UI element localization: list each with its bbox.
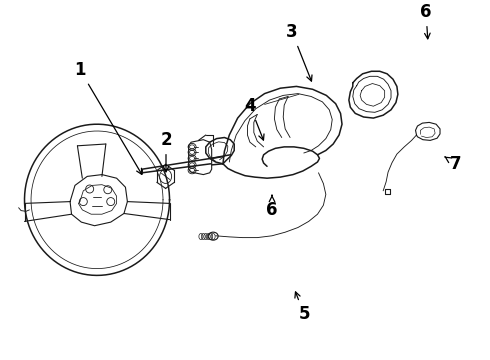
Text: 4: 4	[244, 97, 264, 140]
Text: 6: 6	[420, 3, 432, 39]
Text: 2: 2	[160, 131, 172, 172]
Text: 6: 6	[266, 195, 278, 219]
Text: 1: 1	[74, 61, 142, 174]
Text: 5: 5	[295, 292, 310, 323]
Text: 3: 3	[286, 23, 312, 81]
Text: 7: 7	[445, 155, 462, 173]
